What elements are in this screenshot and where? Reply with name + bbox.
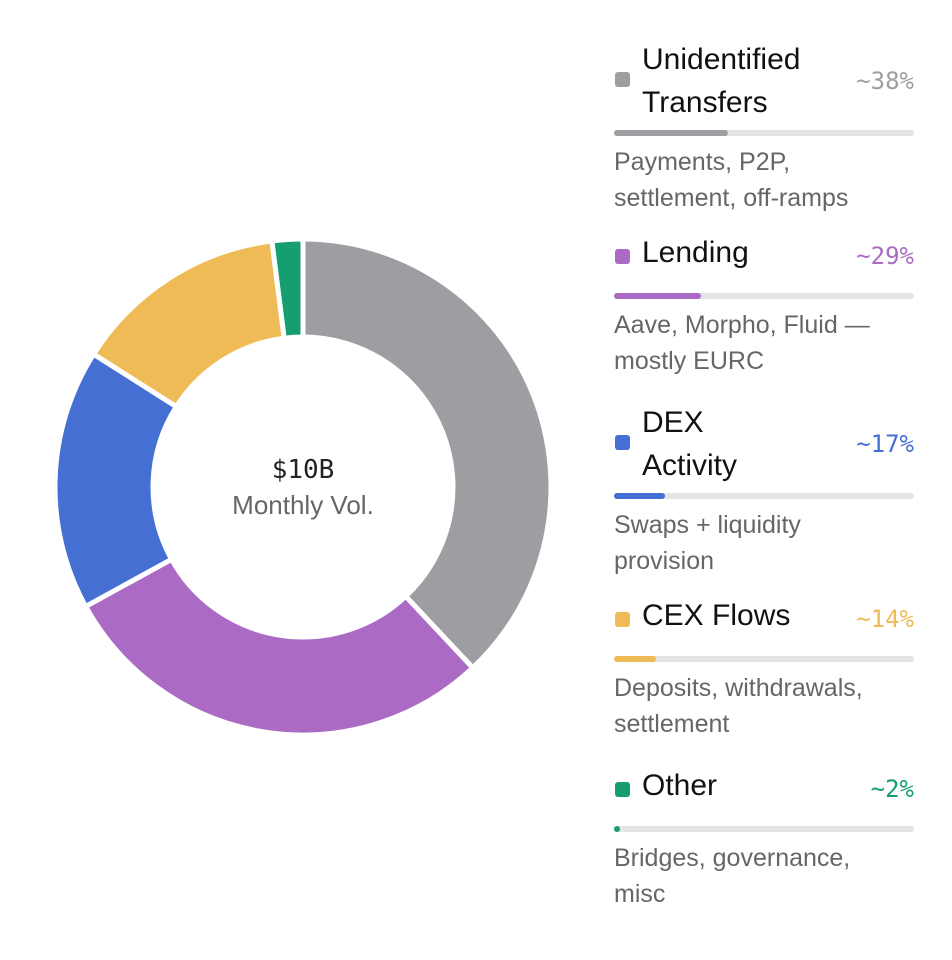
legend-bar-fill [614, 656, 656, 662]
legend-bar-track [614, 130, 914, 136]
legend-description: Aave, Morpho, Fluid — mostly EURC [614, 307, 914, 379]
donut-chart: $10B Monthly Vol. [48, 232, 558, 742]
center-label: Monthly Vol. [232, 490, 374, 520]
legend-label-line: Lending [642, 236, 749, 269]
center-value: $10B [272, 455, 335, 485]
legend-description: Bridges, governance, misc [614, 840, 914, 912]
legend-entry: DEX Activity ~17% Swaps + liquidity provisio… [614, 401, 914, 575]
legend-description-line: Payments, P2P, [614, 148, 791, 176]
legend-description: Deposits, withdrawals, settlement [614, 670, 914, 742]
legend-entry: Unidentified Transfers ~38% Payments, P2P, s… [614, 38, 914, 212]
legend-swatch [615, 249, 630, 264]
legend-label: Lending [642, 231, 842, 274]
legend-label: CEX Flows [642, 594, 842, 637]
legend-description-line: Swaps + liquidity [614, 511, 801, 539]
legend-description-line: mostly EURC [614, 347, 765, 375]
legend-bar-fill [614, 293, 701, 299]
legend-description-line: settlement [614, 710, 730, 738]
legend-percent: ~17% [856, 430, 914, 458]
legend-bar-fill [614, 130, 728, 136]
legend-description-line: Deposits, withdrawals, [614, 674, 863, 702]
legend-label-line: Other [642, 769, 718, 802]
legend-label-line: Unidentified [642, 43, 801, 76]
legend-percent: ~38% [856, 67, 914, 95]
legend-swatch [615, 72, 630, 87]
legend-entry: Lending ~29% Aave, Morpho, Fluid — mostly E… [614, 231, 914, 375]
donut-chart-svg: $10B Monthly Vol. [52, 236, 554, 738]
legend-label: Unidentified Transfers [642, 38, 842, 124]
legend-description-line: settlement, off-ramps [614, 184, 849, 212]
legend-bar-track [614, 826, 914, 832]
legend-description-line: provision [614, 547, 715, 575]
legend-percent: ~2% [870, 775, 914, 803]
legend-description: Payments, P2P, settlement, off-ramps [614, 144, 914, 216]
legend-swatch [615, 435, 630, 450]
legend-description-line: misc [614, 880, 666, 908]
legend-bar-track [614, 493, 914, 499]
legend-percent: ~14% [856, 605, 914, 633]
legend-bar-fill [614, 493, 665, 499]
donut-slice-4 [269, 236, 306, 341]
donut-slice-0 [300, 236, 554, 671]
legend-bar-fill [614, 826, 620, 832]
legend-label-line: Transfers [642, 86, 768, 119]
legend-bar-track [614, 656, 914, 662]
legend-label-line: CEX Flows [642, 599, 791, 632]
donut-slices [52, 236, 554, 738]
legend-label-line: Activity [642, 449, 738, 482]
legend-description-line: Bridges, governance, [614, 844, 851, 872]
legend-entry: Other ~2% Bridges, governance, misc [614, 764, 914, 908]
legend-label: DEX Activity [642, 401, 842, 487]
legend-bar-track [614, 293, 914, 299]
legend-label: Other [642, 764, 842, 807]
legend-description-line: Aave, Morpho, Fluid — [614, 311, 870, 339]
legend-swatch [615, 612, 630, 627]
legend-description: Swaps + liquidity provision [614, 507, 914, 579]
legend-label-line: DEX [642, 406, 704, 439]
legend-swatch [615, 782, 630, 797]
donut-slice-1 [83, 556, 476, 738]
legend-percent: ~29% [856, 242, 914, 270]
legend-entry: CEX Flows ~14% Deposits, withdrawals, settl… [614, 594, 914, 738]
donut-slice-2 [52, 351, 179, 609]
